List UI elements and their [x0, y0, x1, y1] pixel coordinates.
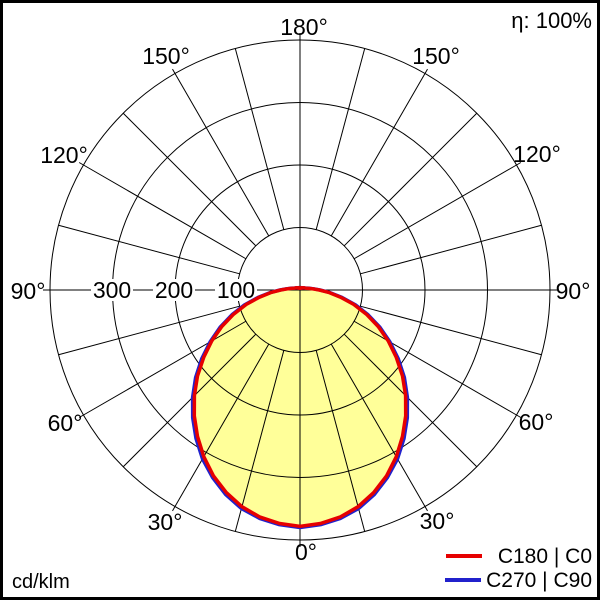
angle-label: 30° [420, 508, 455, 534]
angle-label: 150° [142, 43, 190, 69]
grid-spoke [83, 164, 247, 260]
grid-tick [172, 506, 176, 512]
grid-tick [78, 414, 84, 418]
angle-label: 150° [412, 43, 460, 69]
ring-label-bg [91, 279, 133, 301]
grid-spoke [315, 48, 366, 230]
grid-tick [424, 506, 428, 512]
grid-spoke [343, 333, 478, 468]
angle-label: 120° [40, 142, 88, 168]
grid-spoke [353, 320, 517, 416]
angle-label: 60° [48, 410, 83, 436]
angle-label: 30° [148, 509, 183, 535]
ring-label: 200 [155, 277, 193, 303]
grid-tick [424, 68, 428, 74]
grid-spoke [234, 48, 285, 230]
grid-tick [516, 414, 522, 418]
angle-labels: 180° 150° 150° 120° 120° 90° 90° 60° 60° 30° 30° 0° [11, 14, 591, 565]
ring-label-bg [215, 279, 257, 301]
angle-label: 0° [295, 539, 317, 565]
angle-label: 90° [11, 278, 46, 304]
grid-spoke [122, 112, 257, 247]
intensity-curve-c180-c0 [192, 285, 408, 529]
grid-spoke [122, 333, 257, 468]
grid-spoke [315, 350, 366, 532]
legend-label-c270-c90: C270 | C90 [486, 569, 592, 592]
grid-spoke [360, 305, 542, 356]
legend: C180 | C0 C270 | C90 [445, 545, 592, 592]
angle-label: 120° [513, 141, 561, 167]
grid-spoke [330, 343, 426, 507]
grid-spoke [343, 112, 478, 247]
grid-spoke [58, 305, 240, 356]
grid-spoke [174, 343, 270, 507]
unit-label: cd/klm [12, 571, 70, 593]
ring-label-bg [153, 279, 195, 301]
legend-label-c180-c0: C180 | C0 [498, 545, 592, 568]
curve-stroke-layer [190, 285, 410, 530]
grid-spoke [58, 224, 240, 275]
angle-label: 90° [556, 278, 591, 304]
grid-spoke [234, 350, 285, 532]
grid-tick [516, 162, 522, 166]
grid-spoke [330, 73, 426, 237]
grid-spoke [353, 164, 517, 260]
angle-label: 60° [519, 409, 554, 435]
efficiency-label: η: 100% [511, 8, 592, 33]
grid-spoke [83, 320, 247, 416]
ring-label: 300 [93, 277, 131, 303]
ring-value-labels: 300 200 100 [91, 277, 257, 303]
grid-spoke [174, 73, 270, 237]
ring-label: 100 [217, 277, 255, 303]
grid-tick [172, 68, 176, 74]
grid-spoke [360, 224, 542, 275]
grid-tick [78, 162, 84, 166]
angle-label: 180° [280, 14, 328, 40]
